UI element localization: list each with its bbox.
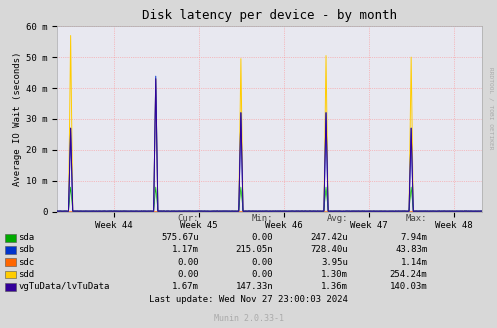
- Text: 3.95u: 3.95u: [321, 258, 348, 267]
- Text: 1.14m: 1.14m: [401, 258, 427, 267]
- Text: 1.30m: 1.30m: [321, 270, 348, 279]
- Text: 1.67m: 1.67m: [172, 282, 199, 291]
- Text: 0.00: 0.00: [252, 233, 273, 242]
- Text: 7.94m: 7.94m: [401, 233, 427, 242]
- Text: 728.40u: 728.40u: [310, 245, 348, 255]
- Text: 147.33n: 147.33n: [236, 282, 273, 291]
- Text: Munin 2.0.33-1: Munin 2.0.33-1: [214, 314, 283, 323]
- Text: sda: sda: [18, 233, 34, 242]
- Text: sdd: sdd: [18, 270, 34, 279]
- Text: Last update: Wed Nov 27 23:00:03 2024: Last update: Wed Nov 27 23:00:03 2024: [149, 295, 348, 304]
- Text: 0.00: 0.00: [252, 270, 273, 279]
- Text: Max:: Max:: [406, 215, 427, 223]
- Text: vgTuData/lvTuData: vgTuData/lvTuData: [18, 282, 110, 291]
- Text: 247.42u: 247.42u: [310, 233, 348, 242]
- Text: 1.36m: 1.36m: [321, 282, 348, 291]
- Text: 0.00: 0.00: [177, 258, 199, 267]
- Text: Min:: Min:: [252, 215, 273, 223]
- Text: 1.17m: 1.17m: [172, 245, 199, 255]
- Text: Cur:: Cur:: [177, 215, 199, 223]
- Y-axis label: Average IO Wait (seconds): Average IO Wait (seconds): [13, 52, 22, 186]
- Text: sdc: sdc: [18, 258, 34, 267]
- Title: Disk latency per device - by month: Disk latency per device - by month: [142, 9, 397, 22]
- Text: RRDTOOL / TOBI OETIKER: RRDTOOL / TOBI OETIKER: [488, 67, 493, 150]
- Text: 254.24m: 254.24m: [390, 270, 427, 279]
- Text: 575.67u: 575.67u: [161, 233, 199, 242]
- Text: Avg:: Avg:: [327, 215, 348, 223]
- Text: sdb: sdb: [18, 245, 34, 255]
- Text: 43.83m: 43.83m: [395, 245, 427, 255]
- Text: 215.05n: 215.05n: [236, 245, 273, 255]
- Text: 0.00: 0.00: [177, 270, 199, 279]
- Text: 0.00: 0.00: [252, 258, 273, 267]
- Text: 140.03m: 140.03m: [390, 282, 427, 291]
